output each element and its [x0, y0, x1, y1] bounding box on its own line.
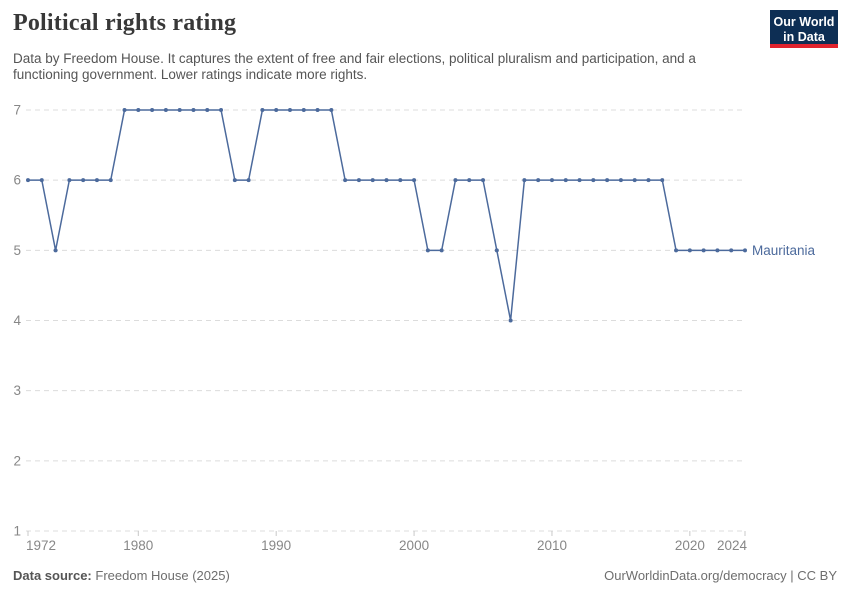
data-point: [329, 108, 334, 112]
x-axis-tick-label: 2020: [675, 538, 705, 553]
data-point: [81, 178, 86, 183]
data-source-label: Data source:: [13, 568, 92, 583]
data-point: [439, 248, 444, 253]
data-point: [425, 248, 430, 253]
chart-footer: Data source: Freedom House (2025) OurWor…: [13, 568, 837, 583]
data-point: [384, 178, 389, 183]
data-point: [687, 248, 692, 253]
data-point: [26, 178, 30, 183]
x-axis-tick-label: 2024: [717, 538, 748, 553]
data-point: [260, 108, 265, 112]
owid-logo-line1: Our World: [773, 15, 835, 29]
data-point: [122, 108, 127, 112]
data-point: [563, 178, 568, 183]
data-point: [177, 108, 182, 112]
data-point: [729, 248, 734, 253]
y-axis-tick-label: 5: [13, 243, 21, 258]
data-point: [591, 178, 596, 183]
owid-logo[interactable]: Our World in Data: [770, 10, 838, 48]
data-point: [467, 178, 472, 183]
data-point: [205, 108, 210, 112]
data-point: [618, 178, 623, 183]
data-point: [94, 178, 99, 183]
data-point: [108, 178, 113, 183]
data-point: [150, 108, 155, 112]
data-source-value: Freedom House (2025): [95, 568, 230, 583]
x-axis-tick-label: 1980: [123, 538, 153, 553]
data-point: [246, 178, 251, 183]
y-axis-tick-label: 7: [13, 103, 21, 118]
data-point: [646, 178, 651, 183]
data-point: [398, 178, 403, 183]
y-axis-tick-label: 1: [13, 524, 21, 539]
data-point: [605, 178, 610, 183]
data-point: [743, 248, 747, 253]
data-point: [453, 178, 458, 183]
data-point: [53, 248, 58, 253]
chart-subtitle: Data by Freedom House. It captures the e…: [13, 51, 696, 82]
data-point: [370, 178, 375, 183]
footer-credit-link[interactable]: OurWorldinData.org/democracy | CC BY: [604, 568, 837, 583]
data-point: [163, 108, 168, 112]
data-point: [232, 178, 237, 183]
data-point: [356, 178, 361, 183]
data-point: [577, 178, 582, 183]
data-point: [715, 248, 720, 253]
data-point: [287, 108, 292, 112]
data-point: [191, 108, 196, 112]
y-axis-tick-label: 4: [13, 313, 21, 328]
data-point: [674, 248, 679, 253]
x-axis-tick-label: 1972: [26, 538, 56, 553]
x-axis-tick-label: 2010: [537, 538, 567, 553]
x-axis-tick-label: 2000: [399, 538, 429, 553]
chart-title: Political rights rating: [13, 10, 237, 36]
entity-label: Mauritania: [752, 243, 816, 258]
data-point: [39, 178, 44, 183]
data-source: Data source: Freedom House (2025): [13, 568, 230, 583]
line-mauritania: [28, 109, 745, 322]
data-point: [508, 318, 513, 323]
data-point: [494, 248, 499, 253]
data-point: [632, 178, 637, 183]
data-point: [136, 108, 141, 112]
data-point: [660, 178, 665, 183]
x-axis-tick-label: 1990: [261, 538, 291, 553]
owid-logo-line2: in Data: [783, 29, 825, 44]
data-point: [315, 108, 320, 112]
data-point: [481, 178, 486, 183]
data-point: [274, 108, 279, 112]
data-point: [67, 178, 72, 183]
data-point: [412, 178, 417, 183]
y-axis-tick-label: 6: [13, 173, 21, 188]
data-point: [219, 108, 224, 112]
data-point: [343, 178, 348, 183]
data-point: [536, 178, 541, 183]
y-axis-tick-label: 2: [13, 453, 21, 468]
data-point: [522, 178, 527, 183]
data-point: [701, 248, 706, 253]
y-axis-tick-label: 3: [13, 383, 21, 398]
data-point: [301, 108, 306, 112]
data-point: [549, 178, 554, 183]
